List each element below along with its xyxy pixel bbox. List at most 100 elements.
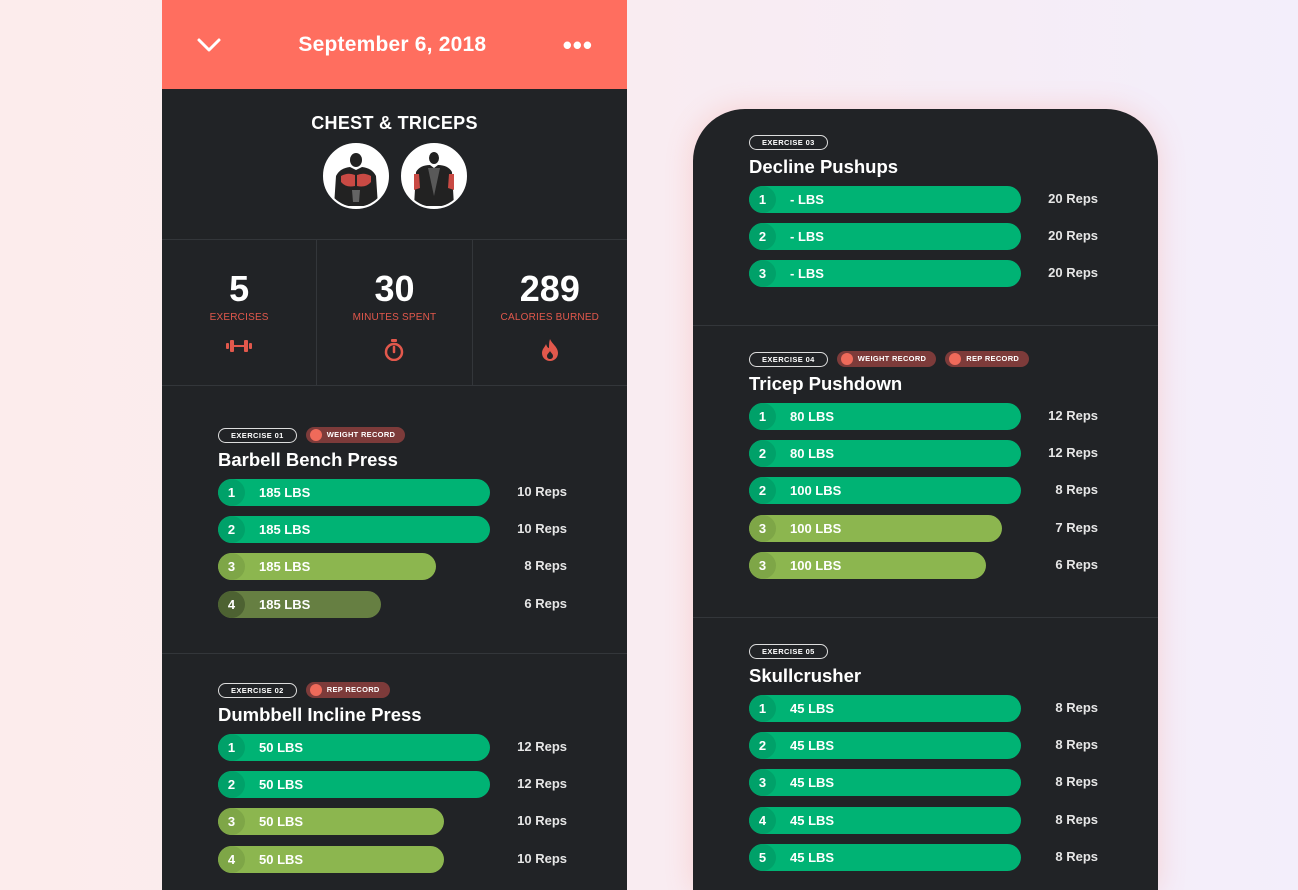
set-reps: 10 Reps bbox=[517, 850, 567, 866]
set-row[interactable]: 1 50 LBS 12 Reps bbox=[218, 734, 627, 771]
set-row[interactable]: 3 100 LBS 7 Reps bbox=[749, 514, 1158, 552]
set-progress-bar: 3 50 LBS bbox=[218, 808, 444, 836]
set-weight: 185 LBS bbox=[259, 596, 311, 612]
set-number: 1 bbox=[749, 403, 776, 430]
set-reps: 12 Reps bbox=[517, 739, 567, 754]
exercise-card[interactable]: EXERCISE 01 WEIGHT RECORD Barbell Bench Pr… bbox=[162, 386, 627, 654]
set-progress-bar: 1 - LBS bbox=[749, 186, 1021, 213]
set-number: 3 bbox=[218, 808, 245, 836]
set-progress-bar: 5 45 LBS bbox=[749, 843, 1021, 871]
record-label: REP RECORD bbox=[326, 685, 380, 694]
exercise-card[interactable]: EXERCISE 04 WEIGHT RECORD REP RECORD Tricep… bbox=[693, 326, 1158, 618]
stat-label: MINUTES SPENT bbox=[352, 312, 437, 323]
stat-minutes: 30 MINUTES SPENT bbox=[317, 240, 473, 385]
set-row[interactable]: 2 45 LBS 8 Reps bbox=[749, 732, 1158, 769]
set-reps: 10 Reps bbox=[517, 813, 567, 829]
set-weight: 80 LBS bbox=[790, 409, 835, 424]
set-number: 2 bbox=[218, 771, 245, 799]
workout-stats: 5 EXERCISES 30 MINUTES SPENT bbox=[162, 240, 627, 386]
set-progress-bar: 3 - LBS bbox=[749, 260, 1021, 288]
set-list: 1 - LBS 20 Reps 2 - LBS 20 Reps 3 - LBS 20 Reps bbox=[749, 186, 1158, 298]
set-list: 1 185 LBS 10 Reps 2 185 LBS 10 Reps 3 185 LBS 8 … bbox=[218, 479, 627, 628]
set-progress-bar: 2 185 LBS bbox=[218, 516, 490, 544]
set-progress-bar: 1 80 LBS bbox=[749, 403, 1021, 430]
muscle-groups bbox=[162, 143, 627, 209]
set-row[interactable]: 5 45 LBS 8 Reps bbox=[749, 843, 1158, 881]
set-progress-bar: 1 45 LBS bbox=[749, 695, 1021, 722]
set-reps: 12 Reps bbox=[1048, 408, 1098, 423]
exercise-name: Barbell Bench Press bbox=[218, 449, 398, 470]
set-reps: 12 Reps bbox=[517, 776, 567, 792]
set-progress-bar: 1 185 LBS bbox=[218, 479, 490, 506]
set-row[interactable]: 2 - LBS 20 Reps bbox=[749, 223, 1158, 260]
set-number: 2 bbox=[218, 516, 245, 544]
set-progress-bar: 4 50 LBS bbox=[218, 845, 444, 873]
set-row[interactable]: 3 185 LBS 8 Reps bbox=[218, 553, 627, 590]
set-row[interactable]: 4 50 LBS 10 Reps bbox=[218, 845, 627, 883]
set-row[interactable]: 1 45 LBS 8 Reps bbox=[749, 695, 1158, 732]
set-row[interactable]: 2 185 LBS 10 Reps bbox=[218, 516, 627, 553]
set-row[interactable]: 1 80 LBS 12 Reps bbox=[749, 403, 1158, 440]
set-number: 2 bbox=[749, 223, 776, 251]
workout-title: CHEST & TRICEPS bbox=[311, 113, 478, 133]
set-row[interactable]: 3 - LBS 20 Reps bbox=[749, 260, 1158, 297]
set-row[interactable]: 4 185 LBS 6 Reps bbox=[218, 590, 627, 628]
set-row[interactable]: 2 50 LBS 12 Reps bbox=[218, 771, 627, 808]
exercise-name: Dumbbell Incline Press bbox=[218, 704, 422, 725]
set-reps: 20 Reps bbox=[1048, 228, 1098, 244]
set-weight: 45 LBS bbox=[790, 738, 835, 754]
set-reps: 8 Reps bbox=[1055, 737, 1098, 753]
set-reps: 20 Reps bbox=[1048, 265, 1098, 281]
record-label: WEIGHT RECORD bbox=[326, 430, 396, 439]
exercise-tags: EXERCISE 04 WEIGHT RECORD REP RECORD bbox=[749, 351, 1158, 367]
set-progress-bar: 3 100 LBS bbox=[749, 514, 1002, 542]
set-number: 1 bbox=[749, 186, 776, 213]
set-progress-bar: 3 100 LBS bbox=[749, 551, 986, 579]
set-row[interactable]: 1 - LBS 20 Reps bbox=[749, 186, 1158, 223]
exercise-card[interactable]: EXERCISE 05 Skullcrusher 1 45 LBS 8 Reps 2 45 … bbox=[693, 618, 1158, 890]
set-number: 2 bbox=[749, 477, 776, 505]
set-number: 4 bbox=[218, 845, 245, 873]
set-reps: 6 Reps bbox=[1055, 556, 1098, 572]
set-number: 2 bbox=[749, 440, 776, 468]
exercise-name: Skullcrusher bbox=[749, 665, 862, 686]
chest-muscle-icon bbox=[322, 143, 389, 209]
more-options-icon[interactable]: ••• bbox=[562, 29, 593, 60]
exercise-name: Tricep Pushdown bbox=[749, 373, 903, 394]
exercise-card[interactable]: EXERCISE 02 REP RECORD Dumbbell Incline Pr… bbox=[162, 654, 627, 890]
trophy-icon bbox=[949, 353, 962, 365]
chevron-down-icon[interactable] bbox=[196, 35, 222, 55]
set-number: 3 bbox=[749, 260, 776, 288]
set-row[interactable]: 3 50 LBS 10 Reps bbox=[218, 808, 627, 845]
exercise-card[interactable]: EXERCISE 03 Decline Pushups 1- LBS 20 Reps 2… bbox=[693, 109, 1158, 326]
set-progress-bar: 1 50 LBS bbox=[218, 734, 490, 761]
stat-calories: 289 CALORIES BURNED bbox=[473, 240, 627, 385]
set-row[interactable]: 2 80 LBS 12 Reps bbox=[749, 440, 1158, 477]
record-label: WEIGHT RECORD bbox=[857, 354, 927, 363]
set-reps: 8 Reps bbox=[1055, 811, 1098, 827]
set-row[interactable]: 3 100 LBS 6 Reps bbox=[749, 551, 1158, 589]
set-reps: 20 Reps bbox=[1048, 191, 1098, 206]
set-weight: 45 LBS bbox=[790, 701, 835, 716]
stat-value: 289 bbox=[519, 268, 580, 309]
set-row[interactable]: 4 45 LBS 8 Reps bbox=[749, 806, 1158, 844]
set-row[interactable]: 1 185 LBS 10 Reps bbox=[218, 479, 627, 516]
set-reps: 6 Reps bbox=[524, 595, 567, 611]
set-reps: 10 Reps bbox=[517, 484, 567, 499]
exercise-number-badge: EXERCISE 04 bbox=[749, 351, 828, 367]
set-progress-bar: 2 45 LBS bbox=[749, 732, 1021, 760]
set-weight: 185 LBS bbox=[259, 485, 311, 500]
app-header: September 6, 2018 ••• bbox=[162, 0, 627, 89]
set-progress-bar: 2 100 LBS bbox=[749, 477, 1021, 505]
exercise-tags: EXERCISE 01 WEIGHT RECORD bbox=[218, 427, 627, 443]
set-reps: 8 Reps bbox=[1055, 774, 1098, 790]
set-progress-bar: 3 45 LBS bbox=[749, 769, 1021, 797]
set-reps: 8 Reps bbox=[524, 558, 567, 574]
record-badge: WEIGHT RECORD bbox=[305, 427, 406, 443]
set-number: 1 bbox=[218, 479, 245, 506]
set-row[interactable]: 2 100 LBS 8 Reps bbox=[749, 477, 1158, 514]
record-badge: REP RECORD bbox=[945, 351, 1030, 367]
set-reps: 10 Reps bbox=[517, 521, 567, 537]
set-row[interactable]: 3 45 LBS 8 Reps bbox=[749, 769, 1158, 806]
set-progress-bar: 4 45 LBS bbox=[749, 806, 1021, 834]
